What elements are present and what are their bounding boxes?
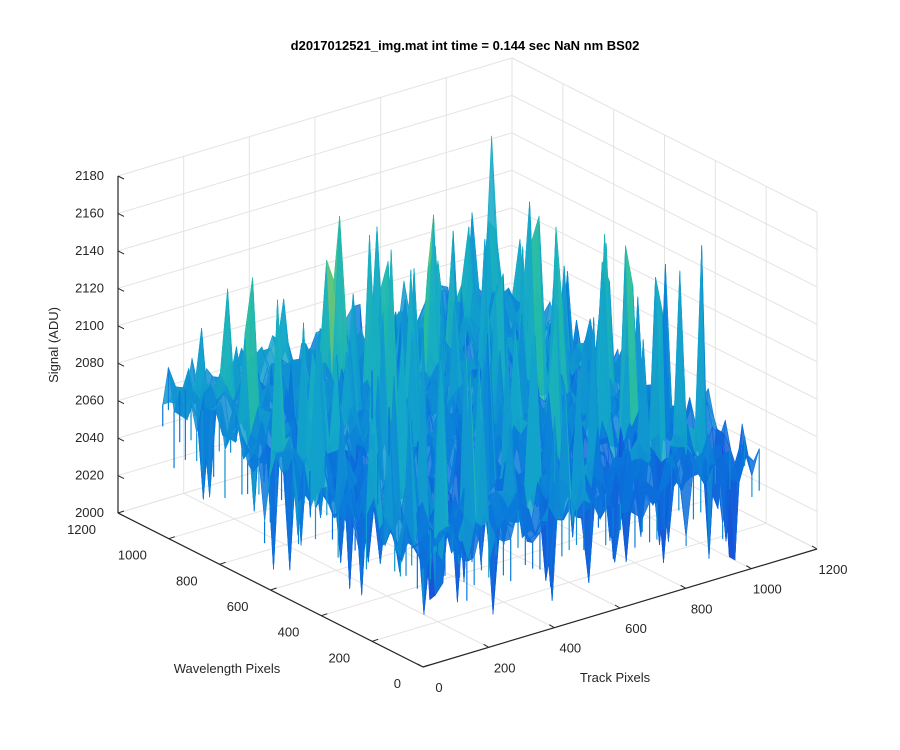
- x-tick-label: 400: [559, 641, 581, 656]
- y-tick-label: 800: [176, 573, 198, 588]
- back-wall-grid-line: [117, 169, 513, 289]
- y-tick-mark: [321, 613, 328, 617]
- y-tick-mark: [168, 536, 175, 540]
- y-axis-ticks: 0 200 400 600 800 1000 1200: [67, 510, 430, 691]
- x-tick-mark: [417, 663, 424, 668]
- y-tick-label: 1000: [118, 548, 147, 563]
- z-axis-ticks: 2000 2020 2040 2060 2080 2100 2120 2140 2160 2180: [75, 168, 125, 520]
- surface-cell: [694, 245, 708, 461]
- y-tick-mark: [422, 664, 430, 668]
- back-wall-grid-line: [117, 94, 513, 214]
- x-tick-label: 800: [691, 601, 713, 616]
- z-tick-mark: [117, 250, 125, 255]
- chart-title: d2017012521_img.mat int time = 0.144 sec…: [291, 38, 640, 53]
- y-tick-label: 1200: [67, 522, 96, 537]
- back-wall-grid-line: [117, 57, 513, 177]
- surface-mesh: [162, 135, 760, 615]
- z-tick-mark: [117, 437, 125, 442]
- x-tick-label: 200: [494, 660, 516, 675]
- z-tick-label: 2160: [75, 205, 104, 220]
- z-tick-label: 2080: [75, 355, 104, 370]
- y-tick-mark: [219, 561, 226, 565]
- back-wall-grid-line: [117, 244, 513, 364]
- x-tick-mark: [746, 565, 752, 570]
- y-axis-label: Wavelength Pixels: [174, 661, 281, 676]
- surface-cell: [745, 448, 760, 478]
- y-tick-mark: [270, 587, 277, 591]
- x-axis-ticks: 0 200 400 600 800 1000 1200: [417, 545, 848, 695]
- z-tick-label: 2060: [75, 393, 104, 408]
- back-wall-grid-line: [117, 132, 513, 252]
- z-tick-mark: [117, 400, 125, 405]
- x-tick-label: 1000: [753, 582, 782, 597]
- z-tick-mark: [117, 175, 125, 180]
- z-tick-label: 2100: [75, 318, 104, 333]
- side-wall-grid-line: [511, 94, 818, 250]
- x-tick-label: 1200: [819, 562, 848, 577]
- side-wall-grid-line: [511, 132, 818, 288]
- x-tick-mark: [680, 584, 686, 589]
- z-axis-label: Signal (ADU): [46, 307, 61, 383]
- x-tick-mark: [483, 643, 489, 648]
- z-tick-label: 2120: [75, 280, 104, 295]
- y-tick-mark: [117, 510, 125, 514]
- z-tick-mark: [117, 287, 125, 292]
- z-tick-mark: [117, 362, 125, 367]
- y-tick-label: 0: [394, 676, 401, 691]
- z-tick-label: 2180: [75, 168, 104, 183]
- side-wall-grid-line: [511, 57, 818, 213]
- x-tick-label: 600: [625, 621, 647, 636]
- z-tick-mark: [117, 325, 125, 330]
- z-tick-mark: [117, 212, 125, 217]
- z-tick-label: 2020: [75, 468, 104, 483]
- x-tick-mark: [549, 624, 555, 629]
- z-tick-label: 2140: [75, 243, 104, 258]
- z-tick-mark: [117, 475, 125, 480]
- y-tick-label: 400: [278, 625, 300, 640]
- side-wall-grid-line: [511, 169, 818, 325]
- y-tick-label: 200: [328, 650, 350, 665]
- z-tick-label: 2000: [75, 505, 104, 520]
- back-wall-grid-line: [117, 207, 513, 327]
- floor-grid-line: [372, 522, 767, 642]
- x-tick-mark: [811, 545, 818, 550]
- y-tick-mark: [372, 638, 379, 642]
- x-tick-label: 0: [435, 680, 442, 695]
- y-tick-label: 600: [227, 599, 249, 614]
- x-axis-label: Track Pixels: [580, 670, 651, 685]
- x-tick-mark: [614, 604, 621, 609]
- z-tick-label: 2040: [75, 430, 104, 445]
- z-tick-mark: [117, 512, 125, 517]
